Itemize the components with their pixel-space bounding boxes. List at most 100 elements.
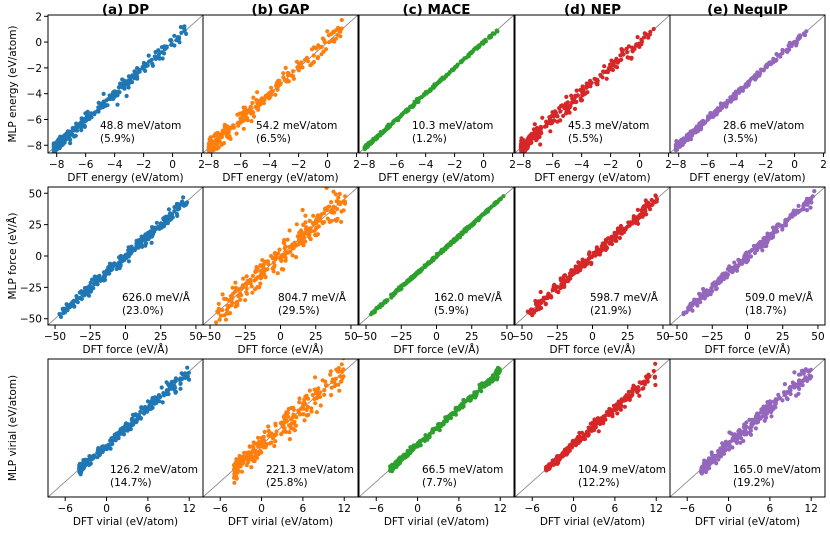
y-tick-label: 50 bbox=[29, 188, 42, 200]
scatter-point bbox=[318, 403, 323, 408]
x-tick-label: 25 bbox=[621, 331, 634, 343]
scatter-point bbox=[568, 103, 573, 108]
scatter-point bbox=[645, 375, 650, 380]
scatter-point bbox=[582, 264, 587, 269]
scatter-point bbox=[58, 314, 64, 319]
scatter-point bbox=[322, 211, 327, 216]
scatter-point bbox=[743, 252, 748, 257]
scatter-point bbox=[286, 406, 291, 412]
scatter-point bbox=[139, 234, 144, 239]
scatter-point bbox=[172, 209, 177, 214]
scatter-point bbox=[740, 86, 745, 91]
error-value: 804.7 meV/Å bbox=[278, 291, 347, 304]
scatter-point bbox=[561, 113, 566, 118]
scatter-point bbox=[495, 365, 501, 370]
scatter-point bbox=[178, 25, 183, 30]
error-percent: (14.7%) bbox=[110, 477, 152, 489]
scatter-point bbox=[460, 403, 465, 408]
scatter-point bbox=[220, 292, 225, 297]
scatter-point bbox=[98, 450, 103, 455]
x-tick-label: 2 bbox=[665, 159, 672, 171]
scatter-point bbox=[327, 219, 332, 224]
scatter-point bbox=[595, 420, 600, 425]
scatter-point bbox=[311, 53, 316, 58]
scatter-point bbox=[64, 302, 69, 307]
scatter-point bbox=[539, 130, 544, 136]
scatter-point bbox=[334, 28, 339, 33]
scatter-point bbox=[567, 273, 573, 278]
scatter-point bbox=[238, 464, 243, 469]
scatter-point bbox=[714, 453, 719, 458]
scatter-point bbox=[594, 78, 599, 83]
scatter-point bbox=[576, 260, 581, 265]
x-tick-label: −6 bbox=[524, 503, 540, 515]
scatter-point bbox=[748, 426, 753, 431]
scatter-point bbox=[725, 99, 730, 104]
scatter-point bbox=[140, 244, 145, 249]
scatter-point bbox=[316, 218, 322, 223]
scatter-point bbox=[307, 388, 312, 393]
scatter-point bbox=[288, 417, 294, 422]
scatter-point bbox=[610, 67, 616, 73]
scatter-point bbox=[341, 208, 346, 213]
scatter-point bbox=[718, 101, 724, 106]
scatter-point bbox=[88, 457, 93, 462]
scatter-point bbox=[240, 459, 245, 464]
scatter-point bbox=[753, 426, 759, 431]
scatter-point bbox=[313, 232, 318, 238]
scatter-point bbox=[304, 228, 309, 233]
x-tick-label: 6 bbox=[612, 503, 619, 515]
scatter-point bbox=[135, 66, 140, 71]
scatter-point bbox=[153, 50, 158, 55]
scatter-point bbox=[635, 385, 641, 390]
scatter-point bbox=[717, 279, 722, 284]
scatter-point bbox=[564, 94, 569, 99]
scatter-point bbox=[609, 238, 614, 243]
scatter-point bbox=[760, 248, 765, 253]
scatter-point bbox=[410, 276, 415, 281]
scatter-point bbox=[737, 427, 742, 433]
scatter-point bbox=[494, 377, 500, 382]
x-tick-label: 0 bbox=[324, 159, 331, 171]
scatter-point bbox=[130, 420, 135, 426]
scatter-point bbox=[799, 381, 804, 386]
scatter-point bbox=[239, 111, 244, 116]
scatter-point bbox=[537, 134, 542, 140]
scatter-point bbox=[258, 102, 263, 107]
scatter-point bbox=[212, 143, 217, 148]
scatter-point bbox=[635, 207, 641, 212]
scatter-point bbox=[247, 107, 252, 112]
x-tick-label: −8 bbox=[360, 159, 375, 171]
x-tick-label: 6 bbox=[300, 503, 307, 515]
scatter-point bbox=[53, 142, 59, 147]
scatter-point bbox=[166, 207, 171, 212]
scatter-point bbox=[234, 131, 239, 136]
error-value: 10.3 meV/atom bbox=[412, 120, 493, 132]
scatter-point bbox=[525, 136, 531, 141]
scatter-point bbox=[87, 285, 92, 290]
x-tick-label: −6 bbox=[679, 503, 695, 515]
scatter-point bbox=[287, 437, 292, 442]
scatter-point bbox=[250, 100, 255, 106]
panel-energy-dp: −8 −6 −4 −2 0 2 −8 −6 −4 −2 0 2 DFT energy (eV/atom)… bbox=[27, 11, 205, 184]
error-percent: (1.2%) bbox=[412, 133, 447, 145]
scatter-point bbox=[338, 379, 344, 384]
scatter-point bbox=[248, 277, 253, 282]
scatter-point bbox=[143, 241, 149, 246]
scatter-point bbox=[74, 128, 80, 133]
scatter-point bbox=[286, 414, 291, 419]
scatter-point bbox=[521, 142, 526, 147]
scatter-point bbox=[106, 97, 111, 102]
scatter-point bbox=[343, 194, 348, 199]
scatter-point bbox=[621, 230, 627, 235]
scatter-point bbox=[320, 378, 325, 383]
scatter-point bbox=[757, 73, 762, 78]
scatter-point bbox=[630, 45, 635, 50]
scatter-point bbox=[152, 401, 157, 406]
scatter-point bbox=[178, 381, 183, 386]
scatter-point bbox=[128, 249, 133, 254]
scatter-point bbox=[333, 217, 338, 223]
scatter-point bbox=[474, 392, 479, 397]
x-tick-label: 2 bbox=[198, 159, 205, 171]
x-tick-label: −4 bbox=[574, 159, 590, 171]
